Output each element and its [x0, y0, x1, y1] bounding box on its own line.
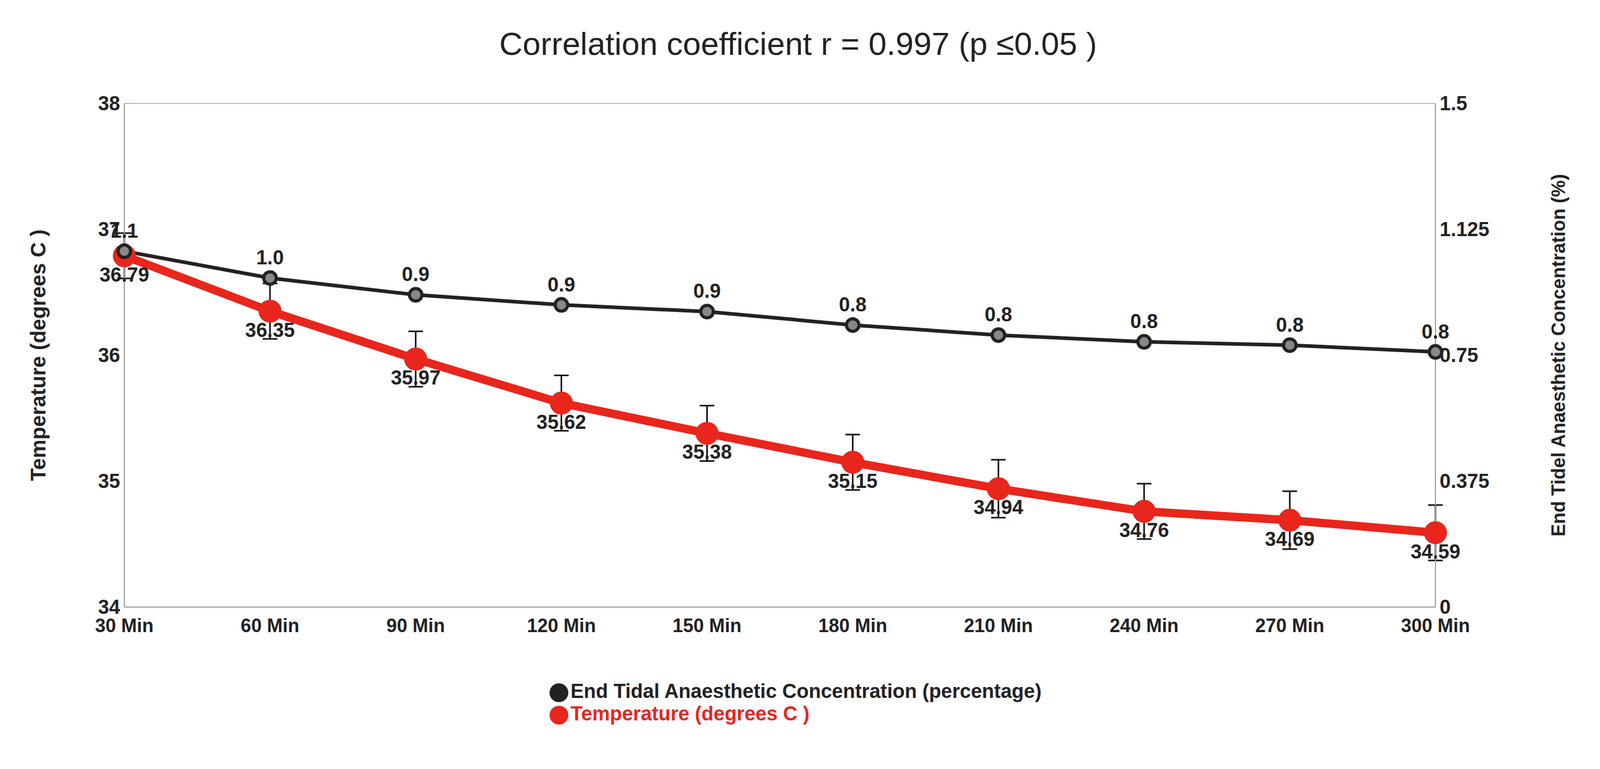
svg-text:36.35: 36.35 — [244, 319, 295, 342]
svg-text:34.59: 34.59 — [1410, 540, 1461, 563]
svg-text:End Tidel Anaesthetic Concentr: End Tidel Anaesthetic Concentration (%) — [1547, 173, 1570, 537]
svg-text:34.76: 34.76 — [1119, 519, 1170, 542]
svg-text:240 Min: 240 Min — [1109, 614, 1179, 637]
svg-text:120 Min: 120 Min — [527, 614, 597, 637]
svg-text:34: 34 — [98, 596, 121, 618]
svg-text:1.5: 1.5 — [1439, 92, 1468, 115]
svg-text:0: 0 — [1439, 596, 1451, 618]
svg-text:150 Min: 150 Min — [672, 614, 742, 637]
svg-text:35.15: 35.15 — [827, 470, 878, 493]
svg-text:210 Min: 210 Min — [963, 614, 1033, 637]
svg-text:34.94: 34.94 — [973, 496, 1024, 519]
svg-text:1.1: 1.1 — [110, 219, 139, 242]
svg-text:35: 35 — [98, 470, 121, 493]
svg-text:35.97: 35.97 — [390, 366, 441, 389]
svg-text:300 Min: 300 Min — [1400, 614, 1470, 637]
svg-text:35.62: 35.62 — [536, 411, 587, 434]
svg-text:34.69: 34.69 — [1265, 528, 1315, 551]
svg-text:0.8: 0.8 — [1276, 313, 1304, 336]
svg-text:37: 37 — [98, 218, 121, 241]
svg-text:60 Min: 60 Min — [240, 614, 300, 637]
svg-text:0.8: 0.8 — [838, 293, 867, 316]
svg-text:0.375: 0.375 — [1439, 470, 1490, 493]
svg-text:0.8: 0.8 — [1130, 310, 1159, 333]
svg-text:0.75: 0.75 — [1439, 344, 1479, 367]
svg-text:0.9: 0.9 — [547, 273, 576, 296]
svg-text:0.9: 0.9 — [401, 263, 430, 286]
svg-text:30 Min: 30 Min — [95, 614, 154, 637]
svg-text:270 Min: 270 Min — [1255, 614, 1325, 637]
svg-text:Temperature (degrees C ): Temperature (degrees C ) — [26, 229, 50, 482]
html-text:Temperature (degrees C ): Temperature (degrees C ) — [570, 702, 810, 725]
html-text:End Tidal Anaesthetic Concentr: End Tidal Anaesthetic Concentration (per… — [570, 680, 1042, 703]
svg-text:0.8: 0.8 — [984, 303, 1013, 326]
svg-text:35.38: 35.38 — [682, 440, 732, 463]
svg-text:36: 36 — [98, 344, 121, 367]
svg-text:180 Min: 180 Min — [818, 614, 887, 637]
svg-text:36.79: 36.79 — [99, 263, 149, 286]
svg-text:0.8: 0.8 — [1421, 320, 1450, 343]
html-text:Correlation coefficient r = 0.: Correlation coefficient r = 0.997 (p ≤0.… — [499, 25, 1098, 62]
svg-text:90 Min: 90 Min — [386, 614, 446, 637]
svg-text:1.0: 1.0 — [255, 246, 284, 269]
svg-text:1.125: 1.125 — [1439, 218, 1490, 241]
svg-text:0.9: 0.9 — [693, 279, 721, 302]
svg-text:38: 38 — [98, 92, 121, 115]
